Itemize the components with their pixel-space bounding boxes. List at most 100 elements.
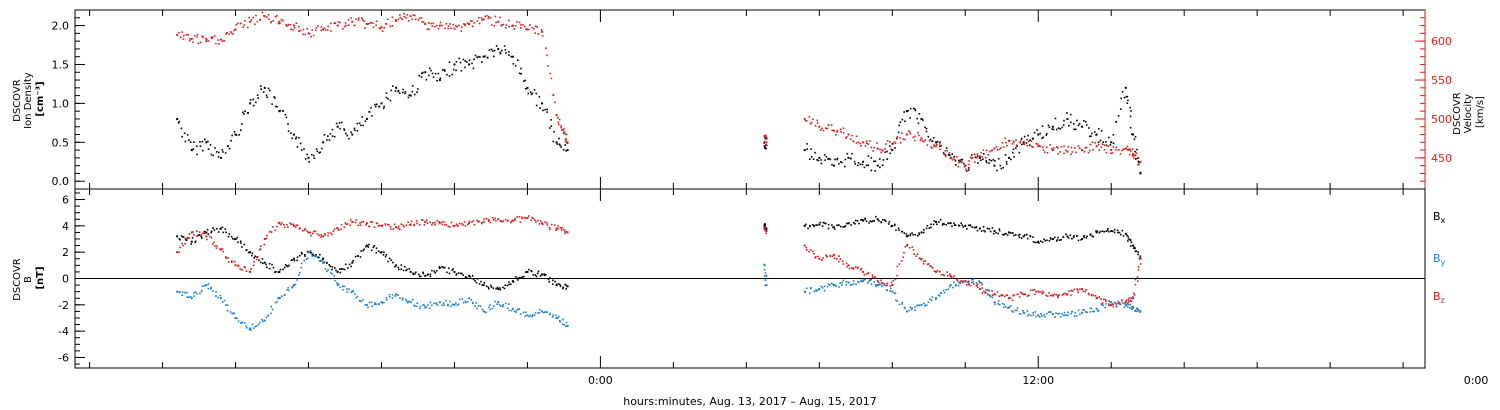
magnetic-by-sample	[386, 299, 388, 301]
magnetic-bz-sample	[184, 237, 186, 240]
magnetic-by-sample	[488, 306, 490, 309]
plasma-density-sample	[304, 158, 307, 160]
magnetic-by-sample	[896, 300, 899, 303]
magnetic-by-sample	[367, 306, 369, 309]
magnetic-bz-sample	[825, 254, 827, 257]
plasma-velocity-sample	[250, 19, 253, 21]
magnetic-bx-sample	[492, 287, 495, 290]
plasma-density-sample	[884, 151, 887, 154]
magnetic-bz-point	[380, 224, 383, 227]
magnetic-by-sample	[375, 303, 377, 306]
plasma-velocity-sample	[914, 139, 916, 142]
magnetic-bz-sample	[551, 223, 553, 226]
plasma-velocity-sample	[907, 130, 910, 132]
magnetic-bx-sample	[412, 273, 415, 276]
plasma-velocity-sample	[179, 36, 182, 39]
magnetic-by-sample	[1016, 309, 1018, 312]
magnetic-bz-point	[978, 288, 981, 291]
magnetic-bx-point	[803, 224, 806, 227]
magnetic-bz-sample	[298, 228, 301, 230]
magnetic-bx-sample	[1038, 242, 1040, 244]
plasma-density-sample	[490, 48, 493, 51]
plasma-density-sample	[397, 90, 399, 93]
plasma-density-sample	[439, 77, 442, 80]
plasma-density-sample	[434, 72, 437, 75]
magnetic-bz-sample	[431, 224, 433, 226]
magnetic-by-sample	[470, 299, 473, 301]
magnetic-bz-sample	[1057, 295, 1059, 297]
magnetic-bx-sample	[1040, 240, 1042, 243]
magnetic-bx-sample	[1095, 230, 1097, 232]
plasma-density-sample	[1136, 157, 1139, 159]
magnetic-bx-sample	[543, 274, 546, 277]
plasma-density-sample	[392, 85, 394, 87]
magnetic-bx-sample	[427, 273, 429, 276]
magnetic-bx-sample	[1046, 239, 1048, 242]
magnetic-by-sample	[1101, 303, 1103, 306]
plasma-density-point	[862, 160, 865, 163]
magnetic-bz-sample	[991, 294, 994, 296]
magnetic-bx-sample	[388, 257, 391, 260]
magnetic-by-sample	[287, 286, 289, 289]
magnetic-bz-sample	[359, 222, 361, 224]
magnetic-bz-point	[555, 227, 558, 230]
magnetic-by-sample	[839, 282, 841, 284]
plasma-density-sample	[1133, 138, 1136, 141]
magnetic-by-point	[1110, 301, 1113, 304]
magnetic-by-sample	[1026, 310, 1029, 312]
magnetic-by-sample	[978, 280, 980, 282]
plasma-density-sample	[1000, 167, 1003, 170]
magnetic-bz-sample	[1084, 290, 1087, 293]
magnetic-by-sample	[479, 305, 482, 308]
magnetic-bz-sample	[1039, 290, 1041, 293]
plasma-density-sample	[416, 91, 418, 94]
magnetic-by-sample	[360, 300, 363, 303]
plasma-velocity-sample	[1084, 147, 1087, 149]
plasma-velocity-sample	[500, 24, 503, 26]
plasma-velocity-sample	[860, 144, 862, 147]
magnetic-bz-sample	[259, 248, 262, 250]
plasma-density-sample	[1126, 102, 1129, 105]
magnetic-bz-sample	[324, 234, 327, 236]
plasma-density-sample	[881, 164, 884, 167]
magnetic-bz-sample	[294, 226, 297, 228]
magnetic-bz-point	[424, 220, 427, 223]
magnetic-bx-sample	[973, 226, 976, 229]
plasma-velocity-point	[847, 133, 850, 136]
magnetic-by-sample	[1134, 310, 1137, 312]
magnetic-by-sample	[834, 284, 836, 286]
plasma-velocity-sample	[968, 160, 970, 162]
magnetic-bz-sample	[392, 228, 395, 230]
magnetic-bz-sample	[553, 224, 556, 226]
magnetic-bx-sample	[422, 272, 425, 275]
magnetic-by-sample	[1043, 314, 1046, 316]
plasma-density-point	[905, 110, 908, 113]
magnetic-bx-sample	[517, 279, 519, 281]
magnetic-bx-sample	[998, 228, 1001, 230]
plasma-velocity-sample	[403, 15, 405, 18]
magnetic-by-point	[176, 290, 179, 293]
plasma-velocity-sample	[1011, 142, 1014, 145]
magnetic-by-sample	[1083, 309, 1085, 311]
magnetic-by-sample	[985, 289, 987, 291]
magnetic-bx-sample	[960, 222, 962, 225]
plasma-velocity-point	[562, 131, 565, 134]
magnetic-by-sample	[869, 279, 871, 281]
plasma-density-sample	[931, 140, 934, 142]
magnetic-by-sample	[1137, 308, 1140, 311]
magnetic-bx-sample	[827, 227, 830, 230]
plasma-density-point	[935, 141, 938, 144]
magnetic-bx-sample	[1024, 234, 1026, 236]
magnetic-by-sample	[925, 304, 928, 306]
magnetic-by-sample	[823, 289, 826, 292]
magnetic-by-sample	[559, 320, 561, 323]
plasma-density-sample	[267, 87, 270, 90]
magnetic-bx-sample	[185, 239, 188, 242]
magnetic-bx-sample	[882, 218, 884, 221]
velocity-tick-label: 500	[1431, 113, 1452, 126]
magnetic-bz-sample	[970, 281, 973, 284]
magnetic-bz-sample	[1042, 291, 1045, 294]
magnetic-bz-sample	[510, 221, 512, 224]
magnetic-bx-sample	[815, 224, 817, 226]
plasma-density-sample	[1069, 113, 1072, 116]
